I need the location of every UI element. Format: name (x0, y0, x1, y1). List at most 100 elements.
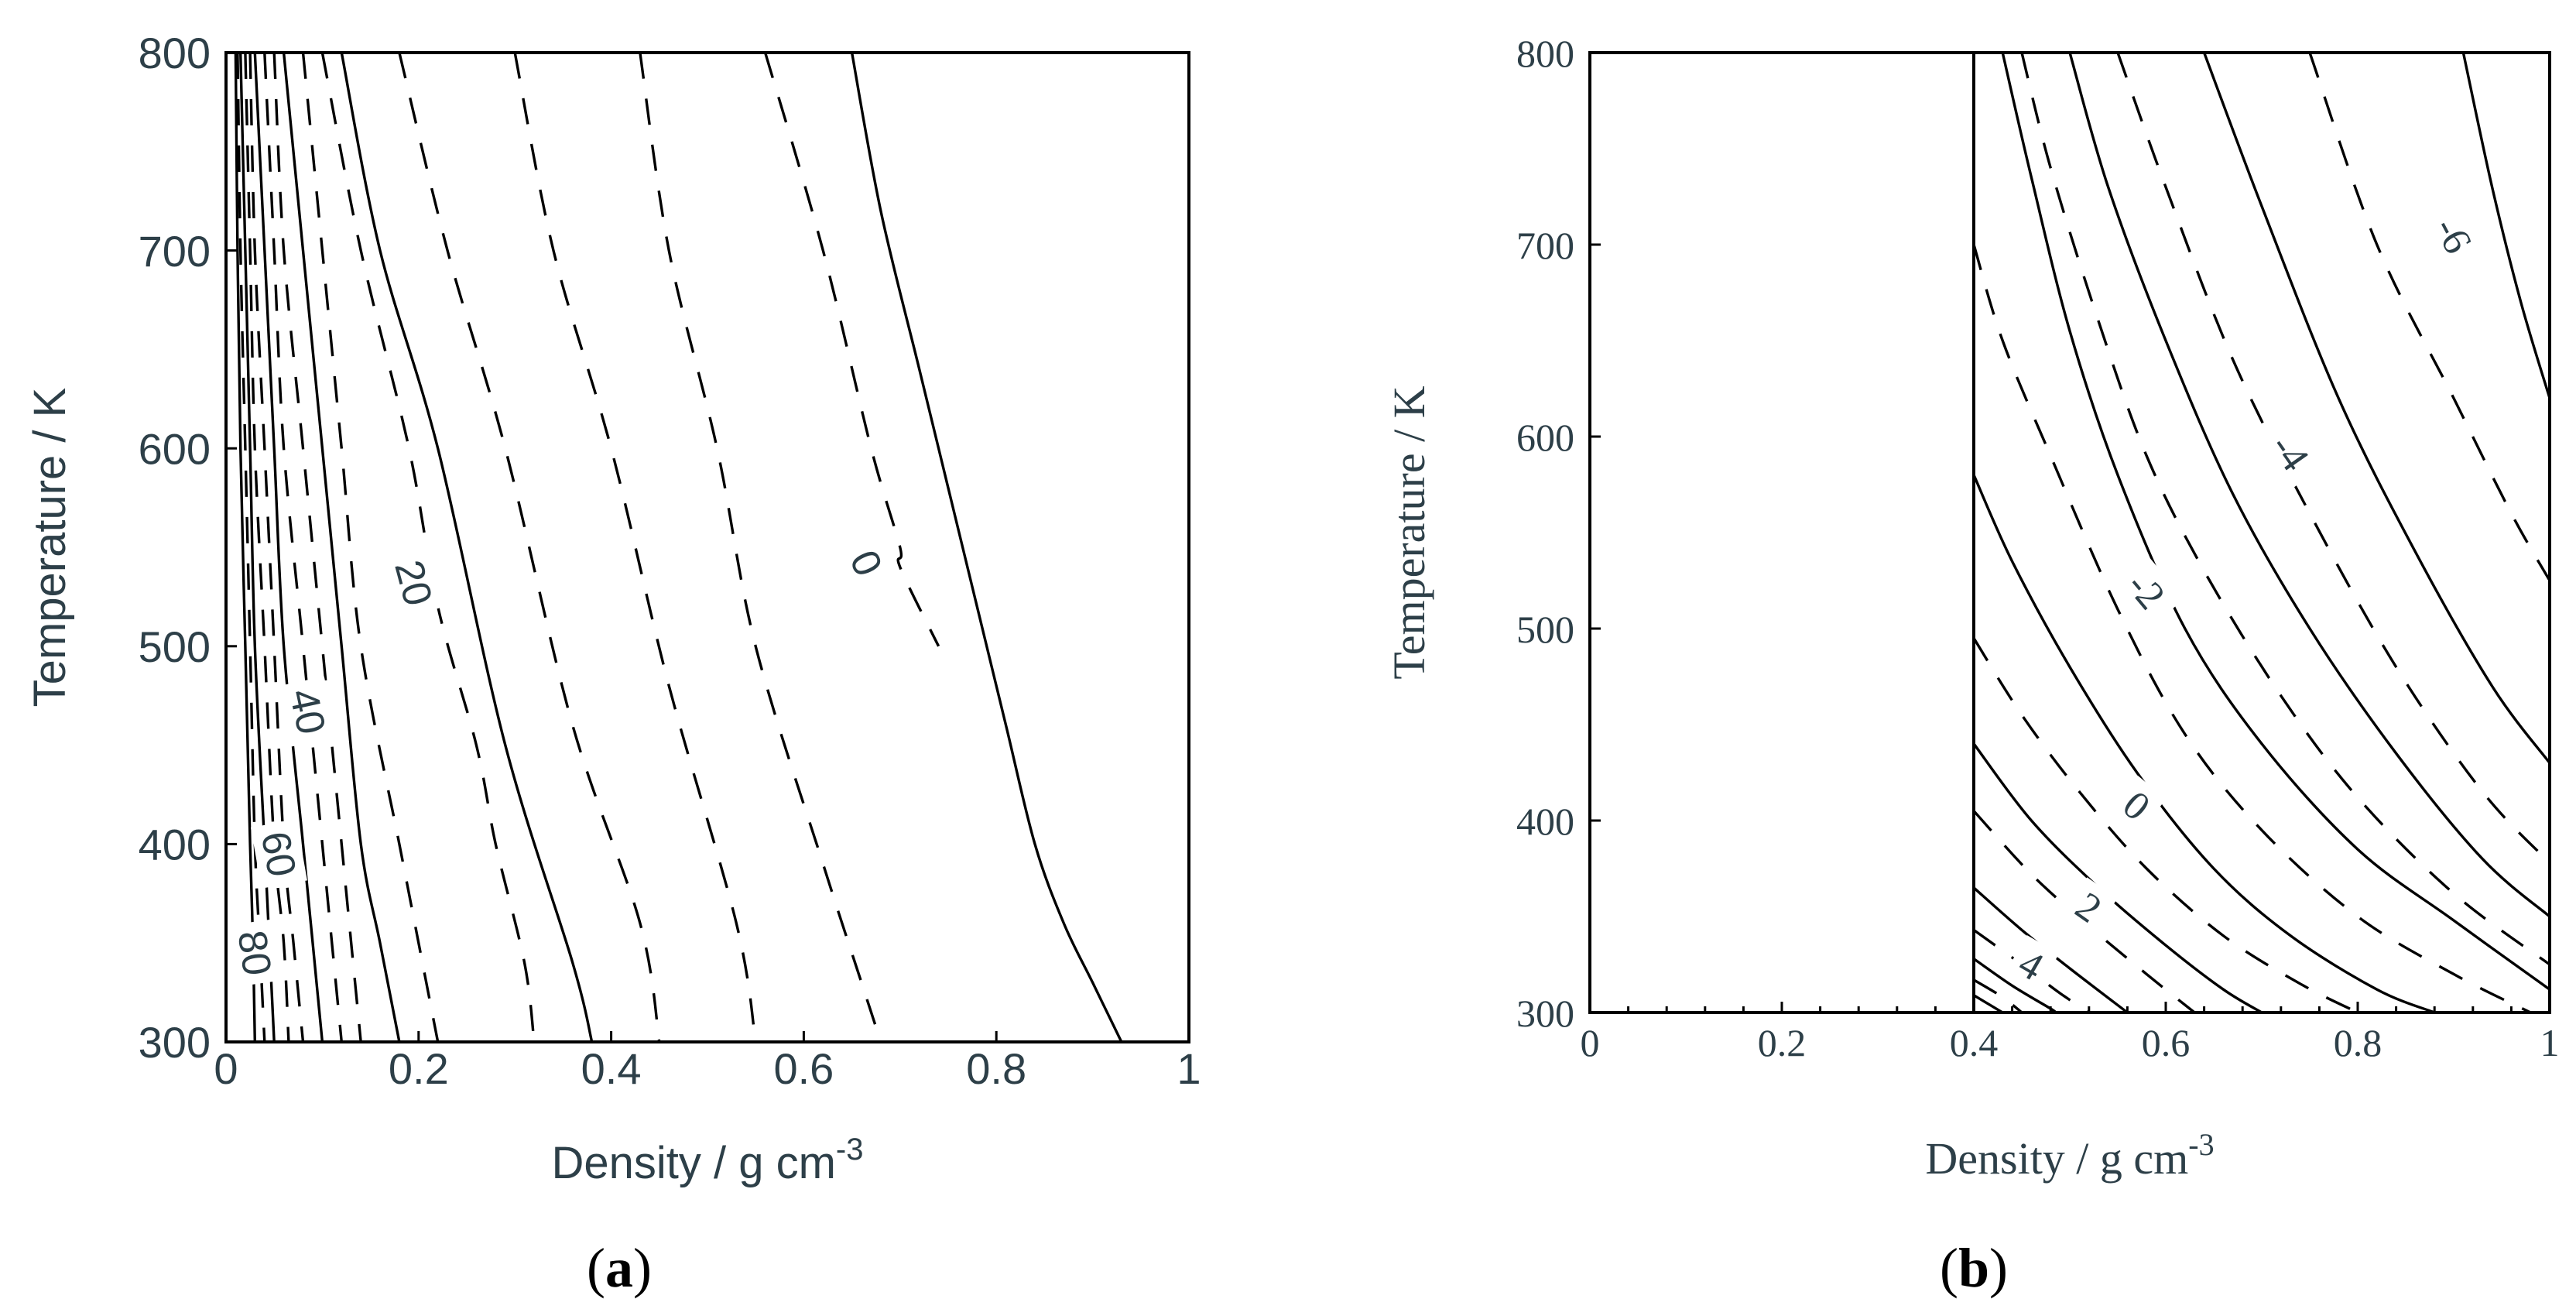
contour-label-mask (837, 536, 896, 590)
panel-a-x-tick-label-5: 1 (1177, 1044, 1201, 1093)
panel-b-contour-0 (2461, 53, 2550, 399)
panel-a-x-ticks: 0 0.2 0.4 0.6 0.8 1 (214, 1031, 1201, 1093)
panel-b-contour-16 (1973, 994, 2004, 1013)
panel-a-x-tick-label-4: 0.8 (966, 1044, 1026, 1093)
contour-label-mask (228, 919, 283, 987)
panel-a-x-tick-label-1: 0.2 (389, 1044, 449, 1093)
panel-a-contour-4 (513, 53, 757, 1042)
panel-b-contour-5 (2020, 53, 2550, 966)
panel-b-contour-13 (1973, 929, 2090, 1013)
panel-b-x-tick-label-2: 0.4 (1950, 1021, 1999, 1064)
panel-a-contour-0 (763, 53, 940, 647)
panel-b-y-tick-label-0: 300 (1516, 992, 1574, 1035)
panel-a-contour-12 (248, 53, 305, 1042)
panel-b-contour-9 (1972, 637, 2358, 1013)
panel-b-y-ticks: 300 400 500 600 700 800 (1516, 32, 1601, 1035)
panel-b-contour-label-2: -2 (2108, 551, 2184, 629)
panel-b-x-axis-label-superscript: -3 (2188, 1127, 2214, 1162)
contour-label-mask (250, 819, 307, 889)
panel-b-contours (1972, 53, 2550, 1013)
panel-a-contour-1 (320, 53, 536, 1042)
panel-b-x-tick-label-0: 0 (1581, 1021, 1600, 1064)
panel-a-contour-label-4: 80 (228, 919, 283, 987)
contour-label-mask (383, 547, 444, 619)
panel-b-contour-4 (2068, 53, 2550, 918)
contour-label-mask (2108, 551, 2184, 629)
contour-label-text: 80 (229, 927, 279, 978)
panel-a-contour-15 (236, 53, 266, 1042)
panel-b-contour-2 (2203, 53, 2550, 764)
panel-b-contour-15 (1973, 978, 2023, 1013)
panel-a: 0 20 40 60 80 0 0.2 0.4 0.6 0.8 1 300 400 500 600 700… (25, 29, 1201, 1299)
panel-a-contour-2 (340, 53, 594, 1042)
contour-label-mask (279, 676, 337, 747)
panel-b-x-tick-label-3: 0.6 (2142, 1021, 2191, 1064)
panel-a-contour-3 (398, 53, 661, 1042)
panel-b-y-tick-label-1: 400 (1516, 800, 1574, 843)
contour-label-text: 60 (252, 828, 304, 880)
panel-b-contour-label-1: -4 (2253, 413, 2328, 491)
panel-b-x-ticks: 0 0.2 0.4 0.6 0.8 1 (1581, 1002, 2560, 1064)
panel-a-caption-letter: a (605, 1237, 633, 1299)
panel-b-y-axis-label: Temperature / K (1384, 386, 1434, 679)
panel-a-contour-13 (244, 53, 290, 1042)
panel-b-caption-letter: b (1958, 1237, 1989, 1299)
panel-a-contour-8 (282, 53, 401, 1042)
panel-b-contour-6 (2001, 53, 2550, 991)
panel-b-caption: (b) (1940, 1237, 2008, 1299)
panel-a-contour-label-2: 40 (279, 676, 337, 747)
panel-a-contour-labels: 0 20 40 60 80 (228, 536, 896, 987)
panel-a-contour-11 (253, 53, 324, 1042)
contour-label-mask (2060, 877, 2118, 937)
panel-b-x-axis-label: Density / g cm-3 (1925, 1127, 2214, 1184)
panel-a-x-tick-label-3: 0.6 (773, 1044, 834, 1093)
panel-a-x-axis-label: Density / g cm-3 (551, 1133, 863, 1188)
panel-a-y-tick-label-0: 300 (139, 1018, 211, 1067)
panel-a-caption: (a) (587, 1237, 652, 1299)
panel-b-contour-label-3: 0 (2108, 775, 2167, 835)
panel-b-contour-label-4: 2 (2060, 877, 2118, 937)
panel-b-x-tick-label-5: 1 (2540, 1021, 2560, 1064)
panel-a-y-tick-label-2: 500 (139, 622, 211, 671)
panel-a-x-tick-label-2: 0.4 (581, 1044, 642, 1093)
panel-b-contour-label-0: -6 (2418, 197, 2489, 274)
panel-a-contour-7 (301, 53, 440, 1042)
panel-a-contour-9 (272, 53, 362, 1042)
panel-a-y-tick-label-1: 400 (139, 821, 211, 869)
contour-label-mask (2253, 413, 2328, 491)
panel-a-x-axis-label-superscript: -3 (836, 1133, 864, 1167)
panel-b-x-axis-label-text: Density / g cm (1925, 1133, 2188, 1184)
panel-a-contour-label-3: 60 (250, 819, 307, 889)
panel-a-contours (234, 53, 1123, 1042)
contour-label-text: 40 (280, 685, 334, 738)
panel-a-contour-5 (639, 53, 882, 1042)
panel-b-contour-3 (2116, 53, 2550, 864)
contour-label-mask (2418, 197, 2489, 274)
panel-b-contour-7 (1972, 244, 2531, 1013)
panel-b-contour-1 (2308, 53, 2550, 581)
panel-a-x-tick-label-0: 0 (214, 1044, 238, 1093)
panel-b-x-tick-label-4: 0.8 (2334, 1021, 2382, 1064)
panel-a-x-axis-label-text: Density / g cm (551, 1138, 835, 1188)
panel-b-x-tick-label-1: 0.2 (1758, 1021, 1807, 1064)
panel-a-contour-6 (850, 53, 1123, 1042)
panel-a-y-axis-label: Temperature / K (25, 387, 75, 707)
panel-a-contour-label-0: 0 (837, 536, 896, 590)
panel-a-y-tick-label-5: 800 (139, 29, 211, 77)
panel-b-y-tick-label-5: 800 (1516, 32, 1574, 75)
panel-a-y-tick-label-3: 600 (139, 424, 211, 473)
panel-a-contour-10 (263, 53, 343, 1042)
panel-a-contour-label-1: 20 (383, 547, 444, 619)
panel-a-y-tick-label-4: 700 (139, 227, 211, 276)
contour-label-mask (2108, 775, 2167, 835)
panel-b-plot-frame (1588, 51, 2551, 1014)
contour-label-mask (2003, 935, 2060, 994)
panel-b-y-tick-label-2: 500 (1516, 608, 1574, 651)
panel-a-plot-frame (224, 51, 1190, 1043)
panel-b-y-tick-label-3: 600 (1516, 416, 1574, 459)
panel-b-y-tick-label-4: 700 (1516, 224, 1574, 267)
panel-a-y-ticks: 300 400 500 600 700 800 (139, 29, 237, 1067)
